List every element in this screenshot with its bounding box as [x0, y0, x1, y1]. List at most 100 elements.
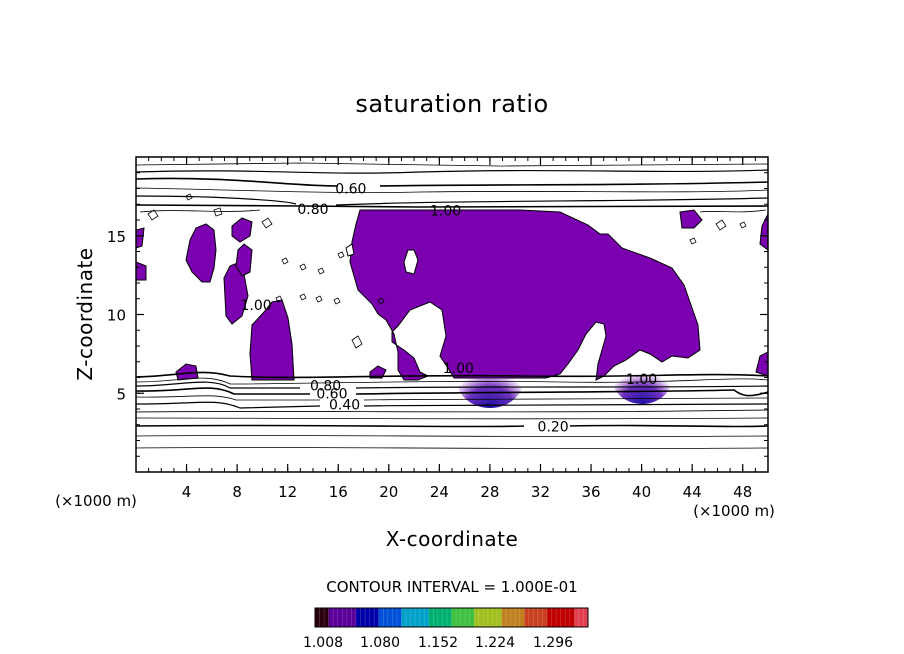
colorbar-tick-label: 1.296 — [533, 635, 573, 651]
colorbar-cell — [355, 608, 361, 627]
colorbar-cell — [560, 608, 566, 627]
colorbar-cell — [574, 608, 580, 627]
hole-b — [345, 243, 355, 257]
contour-label: 1.00 — [240, 298, 271, 314]
x-tick-label: 16 — [329, 483, 348, 501]
colorbar-cell — [315, 608, 321, 627]
contour-label: 0.20 — [538, 419, 569, 435]
colorbar-cell — [542, 608, 548, 627]
colorbar-cell — [383, 608, 389, 627]
colorbar-cell — [547, 608, 553, 627]
x-tick-label: 8 — [232, 483, 242, 501]
colorbar-ticks: 1.008 1.080 1.152 1.224 1.296 — [303, 635, 573, 651]
supersaturated-regions — [136, 209, 768, 381]
x-tick-label: 20 — [379, 483, 398, 501]
colorbar-cell — [351, 608, 357, 627]
colorbar-cell — [456, 608, 462, 627]
colorbar-cell — [369, 608, 375, 627]
colorbar-cell — [492, 608, 498, 627]
contour-label: 0.40 — [329, 397, 360, 413]
colorbar-cell — [433, 608, 439, 627]
colorbar-cell — [437, 608, 443, 627]
x-tick-label: 4 — [182, 483, 192, 501]
y-tick-label: 10 — [107, 307, 126, 325]
hole-a — [403, 249, 419, 275]
x-tick-label: 12 — [278, 483, 297, 501]
contour-label: 1.00 — [430, 204, 461, 220]
x-tick-label: 28 — [480, 483, 499, 501]
colorbar — [314, 608, 589, 627]
colorbar-frame — [314, 607, 589, 628]
edge-left-b — [136, 261, 147, 281]
colorbar-cell — [510, 608, 516, 627]
colorbar-cell — [537, 608, 543, 627]
x-unit-label: (×1000 m) — [693, 502, 775, 520]
colorbar-cell — [337, 608, 343, 627]
colorbar-cell — [506, 608, 512, 627]
z-unit-label: (×1000 m) — [55, 492, 137, 510]
colorbar-cell — [460, 608, 466, 627]
contour-labels: 0.600.80 1.001.001.001.000.800.600.400.20 — [240, 182, 657, 436]
lower-left-column — [249, 299, 295, 381]
right-blob — [679, 209, 703, 229]
edge-right — [759, 213, 768, 251]
colorbar-cell — [469, 608, 475, 627]
colorbar-cell — [387, 608, 393, 627]
colorbar-cell — [483, 608, 489, 627]
colorbar-cell — [406, 608, 412, 627]
y-axis-label: Z-coordinate — [73, 247, 97, 380]
colorbar-cell — [565, 608, 571, 627]
contour-label: 0.60 — [316, 386, 347, 402]
colorbar-cell — [378, 608, 384, 627]
x-tick-label: 36 — [581, 483, 600, 501]
edge-left-a — [136, 227, 145, 249]
contour-label: 0.60 — [335, 182, 366, 198]
colorbar-cell — [501, 608, 507, 627]
left-region-a — [185, 223, 217, 283]
colorbar-cell — [569, 608, 575, 627]
colorbar-cell — [346, 608, 352, 627]
y-tick-label: 15 — [107, 228, 126, 246]
colorbar-cell — [324, 608, 330, 627]
lower-contours — [136, 371, 768, 449]
colorbar-cell — [442, 608, 448, 627]
colorbar-tick-label: 1.152 — [418, 635, 458, 651]
colorbar-cell — [524, 608, 530, 627]
colorbar-cell — [465, 608, 471, 627]
colorbar-cell — [424, 608, 430, 627]
colorbar-cell — [333, 608, 339, 627]
colorbar-cell — [319, 608, 325, 627]
colorbar-cell — [428, 608, 434, 627]
colorbar-cell — [551, 608, 557, 627]
colorbar-cell — [396, 608, 402, 627]
bottom-right-edge — [755, 351, 768, 377]
colorbar-cell — [474, 608, 480, 627]
x-tick-label: 48 — [733, 483, 752, 501]
x-axis-label: X-coordinate — [386, 527, 519, 551]
colorbar-cell — [556, 608, 562, 627]
colorbar-cell — [446, 608, 452, 627]
colorbar-cell — [410, 608, 416, 627]
colorbar-cell — [365, 608, 371, 627]
colorbar-cell — [515, 608, 521, 627]
colorbar-tick-label: 1.008 — [303, 635, 343, 651]
chart-title: saturation ratio — [355, 90, 548, 118]
colorbar-cell — [342, 608, 348, 627]
scattered-blobs — [147, 193, 747, 349]
y-tick-label: 5 — [116, 385, 126, 403]
contour-label: 1.00 — [626, 372, 657, 388]
plot-area: 0.600.80 1.001.001.001.000.800.600.400.20 — [136, 162, 768, 449]
contour-interval-text: CONTOUR INTERVAL = 1.000E-01 — [326, 578, 577, 596]
colorbar-cell — [401, 608, 407, 627]
left-region-c — [235, 243, 253, 277]
left-region-d — [231, 217, 253, 243]
colorbar-cell — [415, 608, 421, 627]
colorbar-cell — [487, 608, 493, 627]
colorbar-cell — [374, 608, 380, 627]
colorbar-tick-label: 1.080 — [360, 635, 400, 651]
colorbar-cell — [528, 608, 534, 627]
colorbar-cell — [583, 608, 589, 627]
colorbar-tick-label: 1.224 — [475, 635, 515, 651]
contour-label: 1.00 — [443, 361, 474, 377]
